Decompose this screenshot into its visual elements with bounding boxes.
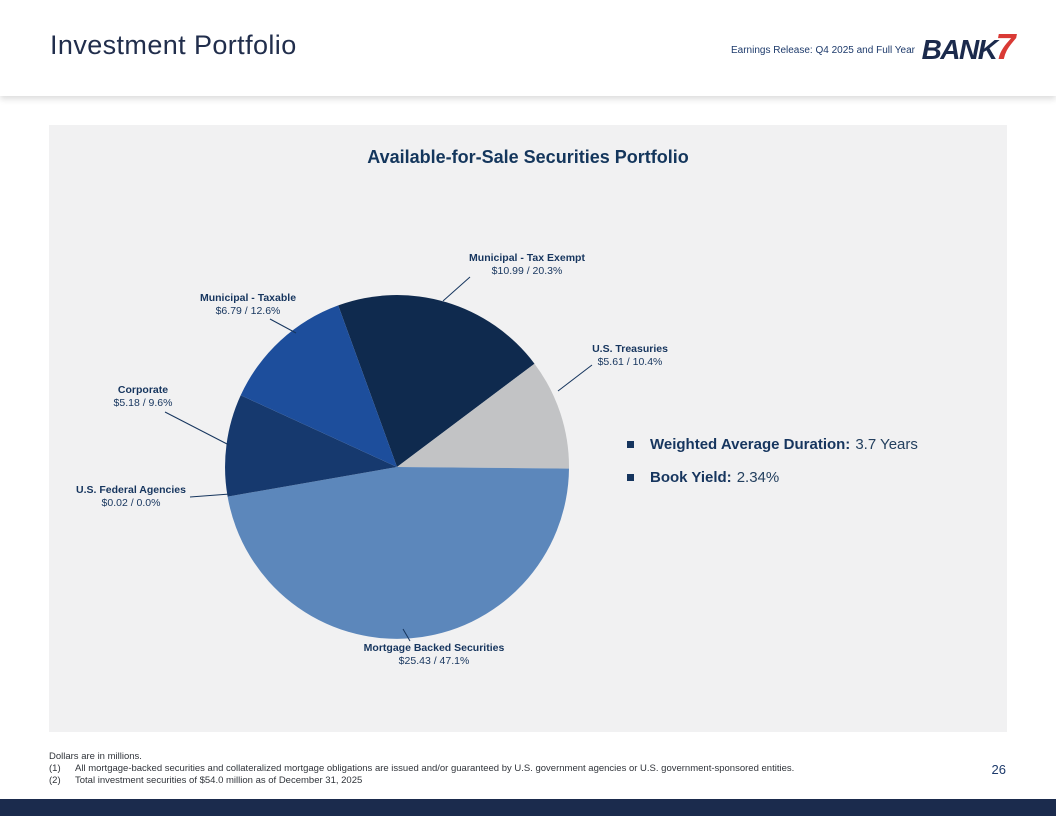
pie-chart — [164, 276, 593, 642]
leader-line-municipal-tax-exempt — [442, 276, 471, 302]
footer-note: Dollars are in millions. — [49, 751, 142, 762]
footnote-1: (1) All mortgage-backed securities and c… — [49, 763, 949, 775]
stat-value: 3.7 Years — [855, 436, 918, 453]
page-number: 26 — [991, 762, 1006, 777]
slide-card: Available-for-Sale Securities Portfolio … — [49, 125, 1007, 732]
header: Investment Portfolio Earnings Release: Q… — [0, 0, 1056, 96]
pie-label-municipal-taxable: Municipal - Taxable $6.79 / 12.6% — [178, 292, 318, 317]
pie-label-corporate: Corporate $5.18 / 9.6% — [83, 384, 203, 409]
page-title: Investment Portfolio — [50, 30, 297, 60]
bullet-square-icon — [627, 474, 634, 481]
footnote-2: (2) Total investment securities of $54.0… — [49, 775, 949, 787]
stat-value: 2.34% — [736, 469, 780, 486]
logo-text: BANK — [921, 34, 998, 65]
pie-label-mortgage-backed: Mortgage Backed Securities $25.43 / 47.1… — [344, 642, 524, 667]
pie-label-name: Municipal - Taxable — [199, 292, 297, 304]
footnote-text: Total investment securities of $54.0 mil… — [75, 775, 363, 786]
stat-label: Book Yield: — [650, 469, 732, 486]
pie-slices — [225, 295, 570, 639]
leader-line-us-treasuries — [557, 364, 593, 392]
pie-label-name: U.S. Treasuries — [592, 343, 668, 355]
pie-label-value: $5.61 / 10.4% — [597, 355, 663, 368]
pie-label-name: U.S. Federal Agencies — [76, 484, 186, 496]
pie-label-us-federal-agencies: U.S. Federal Agencies $0.02 / 0.0% — [61, 484, 201, 509]
leader-line-municipal-taxable — [269, 318, 297, 334]
stat-label: Weighted Average Duration: — [650, 436, 851, 453]
pie-label-name: Corporate — [117, 384, 169, 396]
leader-lines — [164, 276, 593, 642]
footnote-number: (1) — [49, 763, 61, 774]
leader-line-corporate — [164, 411, 230, 446]
pie-label-us-treasuries: U.S. Treasuries $5.61 / 10.4% — [565, 343, 695, 368]
pie-slice-5 — [240, 305, 397, 467]
chart-title: Available-for-Sale Securities Portfolio — [367, 147, 689, 167]
leader-line-us-federal-agencies — [189, 493, 231, 498]
pie-label-name: Municipal - Tax Exempt — [469, 252, 585, 264]
pie-label-value: $6.79 / 12.6% — [215, 304, 281, 317]
pie-label-name: Mortgage Backed Securities — [363, 642, 505, 654]
pie-slice-0 — [338, 295, 535, 467]
leader-line-mortgage-backed — [402, 628, 411, 642]
stat-weighted-average-duration: Weighted Average Duration: 3.7 Years — [627, 436, 918, 453]
bullet-square-icon — [627, 441, 634, 448]
bottom-accent-bar — [0, 799, 1056, 816]
logo-accent: 7 — [995, 26, 1015, 67]
pie-label-value: $25.43 / 47.1% — [398, 654, 470, 667]
footer: Dollars are in millions. (1) All mortgag… — [49, 751, 949, 787]
footnote-number: (2) — [49, 775, 61, 786]
bank7-logo: BANK7 — [921, 26, 1016, 68]
stat-book-yield: Book Yield: 2.34% — [627, 469, 779, 486]
pie-label-value: $0.02 / 0.0% — [101, 496, 161, 509]
pie-label-value: $5.18 / 9.6% — [113, 396, 173, 409]
pie-label-municipal-tax-exempt: Municipal - Tax Exempt $10.99 / 20.3% — [442, 252, 612, 277]
pie-label-value: $10.99 / 20.3% — [491, 264, 563, 277]
footnote-text: All mortgage-backed securities and colla… — [75, 763, 795, 774]
release-note: Earnings Release: Q4 2025 and Full Year — [730, 45, 915, 56]
pie-slice-1 — [397, 363, 570, 469]
pie-slice-2 — [227, 467, 569, 639]
pie-slice-4 — [225, 395, 397, 497]
